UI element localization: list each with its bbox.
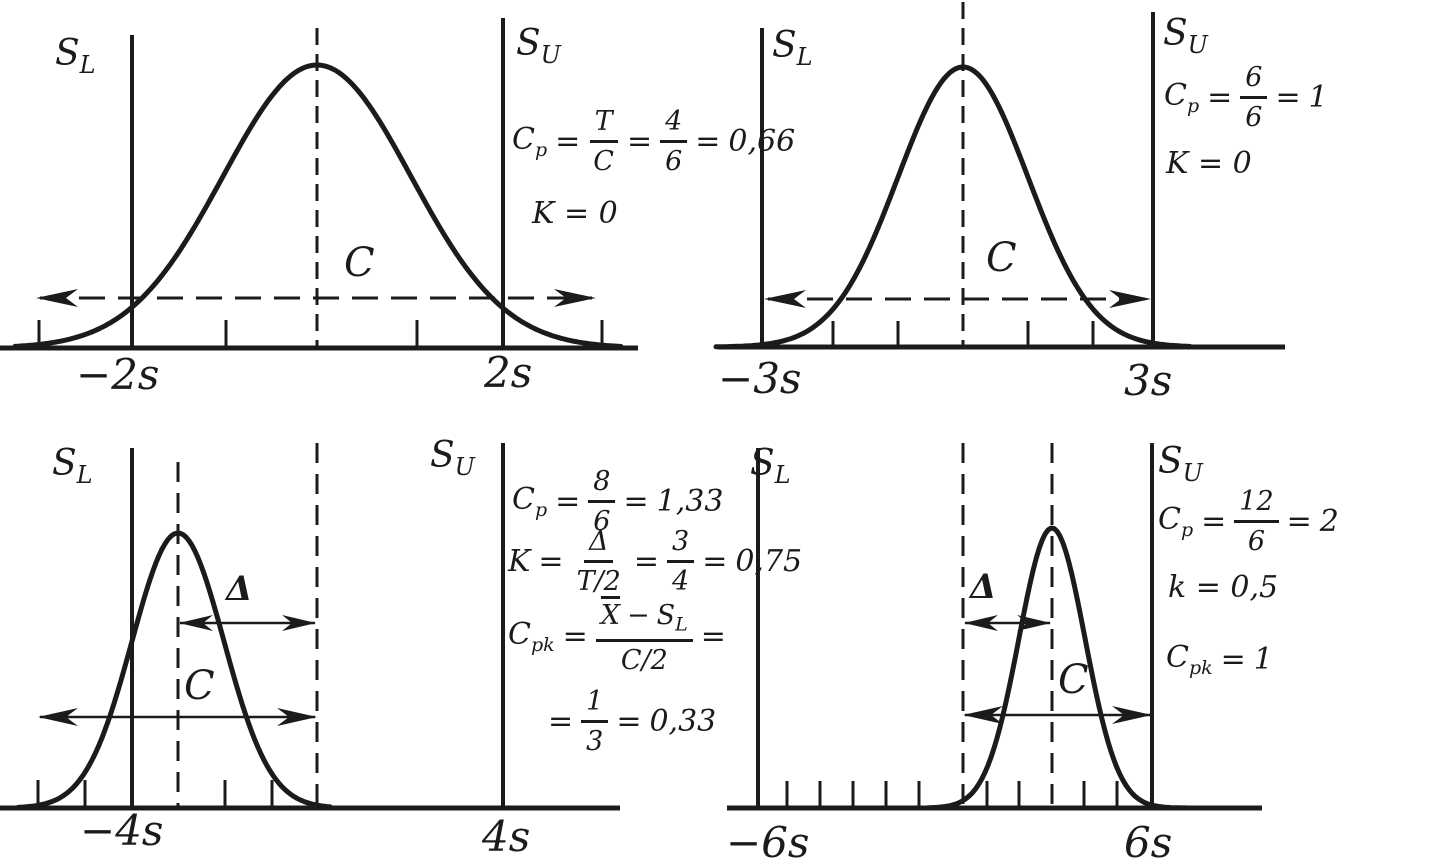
delta-label: Δ xyxy=(970,567,997,607)
k-equation: K = 0 xyxy=(532,196,618,231)
axis-label-left: −6s xyxy=(726,818,810,865)
k-equation: K = 0 xyxy=(1166,146,1252,181)
panel-top-left xyxy=(0,18,638,351)
lower-spec-label: SL xyxy=(750,443,791,490)
axis-ticks xyxy=(785,781,1119,808)
axis-label-right: 3s xyxy=(1124,356,1173,405)
cpk-equation: Cpk = 1 xyxy=(1166,640,1273,679)
spread-arrowhead-left xyxy=(38,708,78,726)
axis-label-right: 6s xyxy=(1124,818,1173,865)
axis-label-left: −3s xyxy=(718,354,802,403)
panel-top-right xyxy=(713,2,1285,350)
spread-arrowhead-right xyxy=(1109,290,1151,308)
upper-spec-label: SU xyxy=(516,23,561,70)
delta-arrowhead-right xyxy=(282,615,316,631)
k-equation: k = 0,5 xyxy=(1168,570,1279,605)
axis-label-right: 4s xyxy=(482,812,531,861)
panel-bottom-left xyxy=(0,443,620,811)
lower-spec-label: SL xyxy=(55,33,96,80)
panel-bottom-right xyxy=(727,443,1262,811)
spread-arrowhead-left xyxy=(963,706,1003,724)
upper-spec-label: SU xyxy=(1163,13,1208,60)
cpk-equation: Cpk = X − SL C/2 = xyxy=(508,596,726,676)
x-bar-symbol: X xyxy=(600,596,621,631)
spread-c-label: C xyxy=(986,235,1017,281)
delta-label: Δ xyxy=(226,569,253,609)
lower-spec-label: SL xyxy=(772,25,813,72)
delta-arrowhead-right xyxy=(1017,615,1051,631)
axis-ticks xyxy=(831,321,1095,347)
axis-ticks xyxy=(36,780,274,808)
axis-label-left: −4s xyxy=(80,806,164,855)
distribution-curve xyxy=(12,62,624,349)
distribution-curve xyxy=(925,525,1189,811)
spread-arrowhead-left xyxy=(764,290,806,308)
spread-c-label: C xyxy=(184,663,215,709)
upper-spec-label: SU xyxy=(430,435,475,482)
distribution-curve xyxy=(15,530,333,810)
spread-arrowhead-right xyxy=(554,289,596,307)
delta-arrowhead-left xyxy=(964,615,998,631)
spread-c-label: C xyxy=(344,240,375,286)
axis-ticks xyxy=(37,320,604,348)
axis-label-left: −2s xyxy=(76,350,160,399)
cp-equation: Cp = 12 6 = 2 xyxy=(1158,486,1339,558)
lower-spec-label: SL xyxy=(52,443,93,490)
spread-arrowhead-right xyxy=(277,708,317,726)
spread-c-label: C xyxy=(1058,657,1089,703)
delta-arrowhead-left xyxy=(179,615,213,631)
distribution-curve xyxy=(713,64,1193,350)
spread-arrowhead-left xyxy=(36,289,78,307)
spread-arrowhead-right xyxy=(1112,706,1152,724)
upper-spec-label: SU xyxy=(1158,441,1203,488)
axis-label-right: 2s xyxy=(484,348,533,397)
